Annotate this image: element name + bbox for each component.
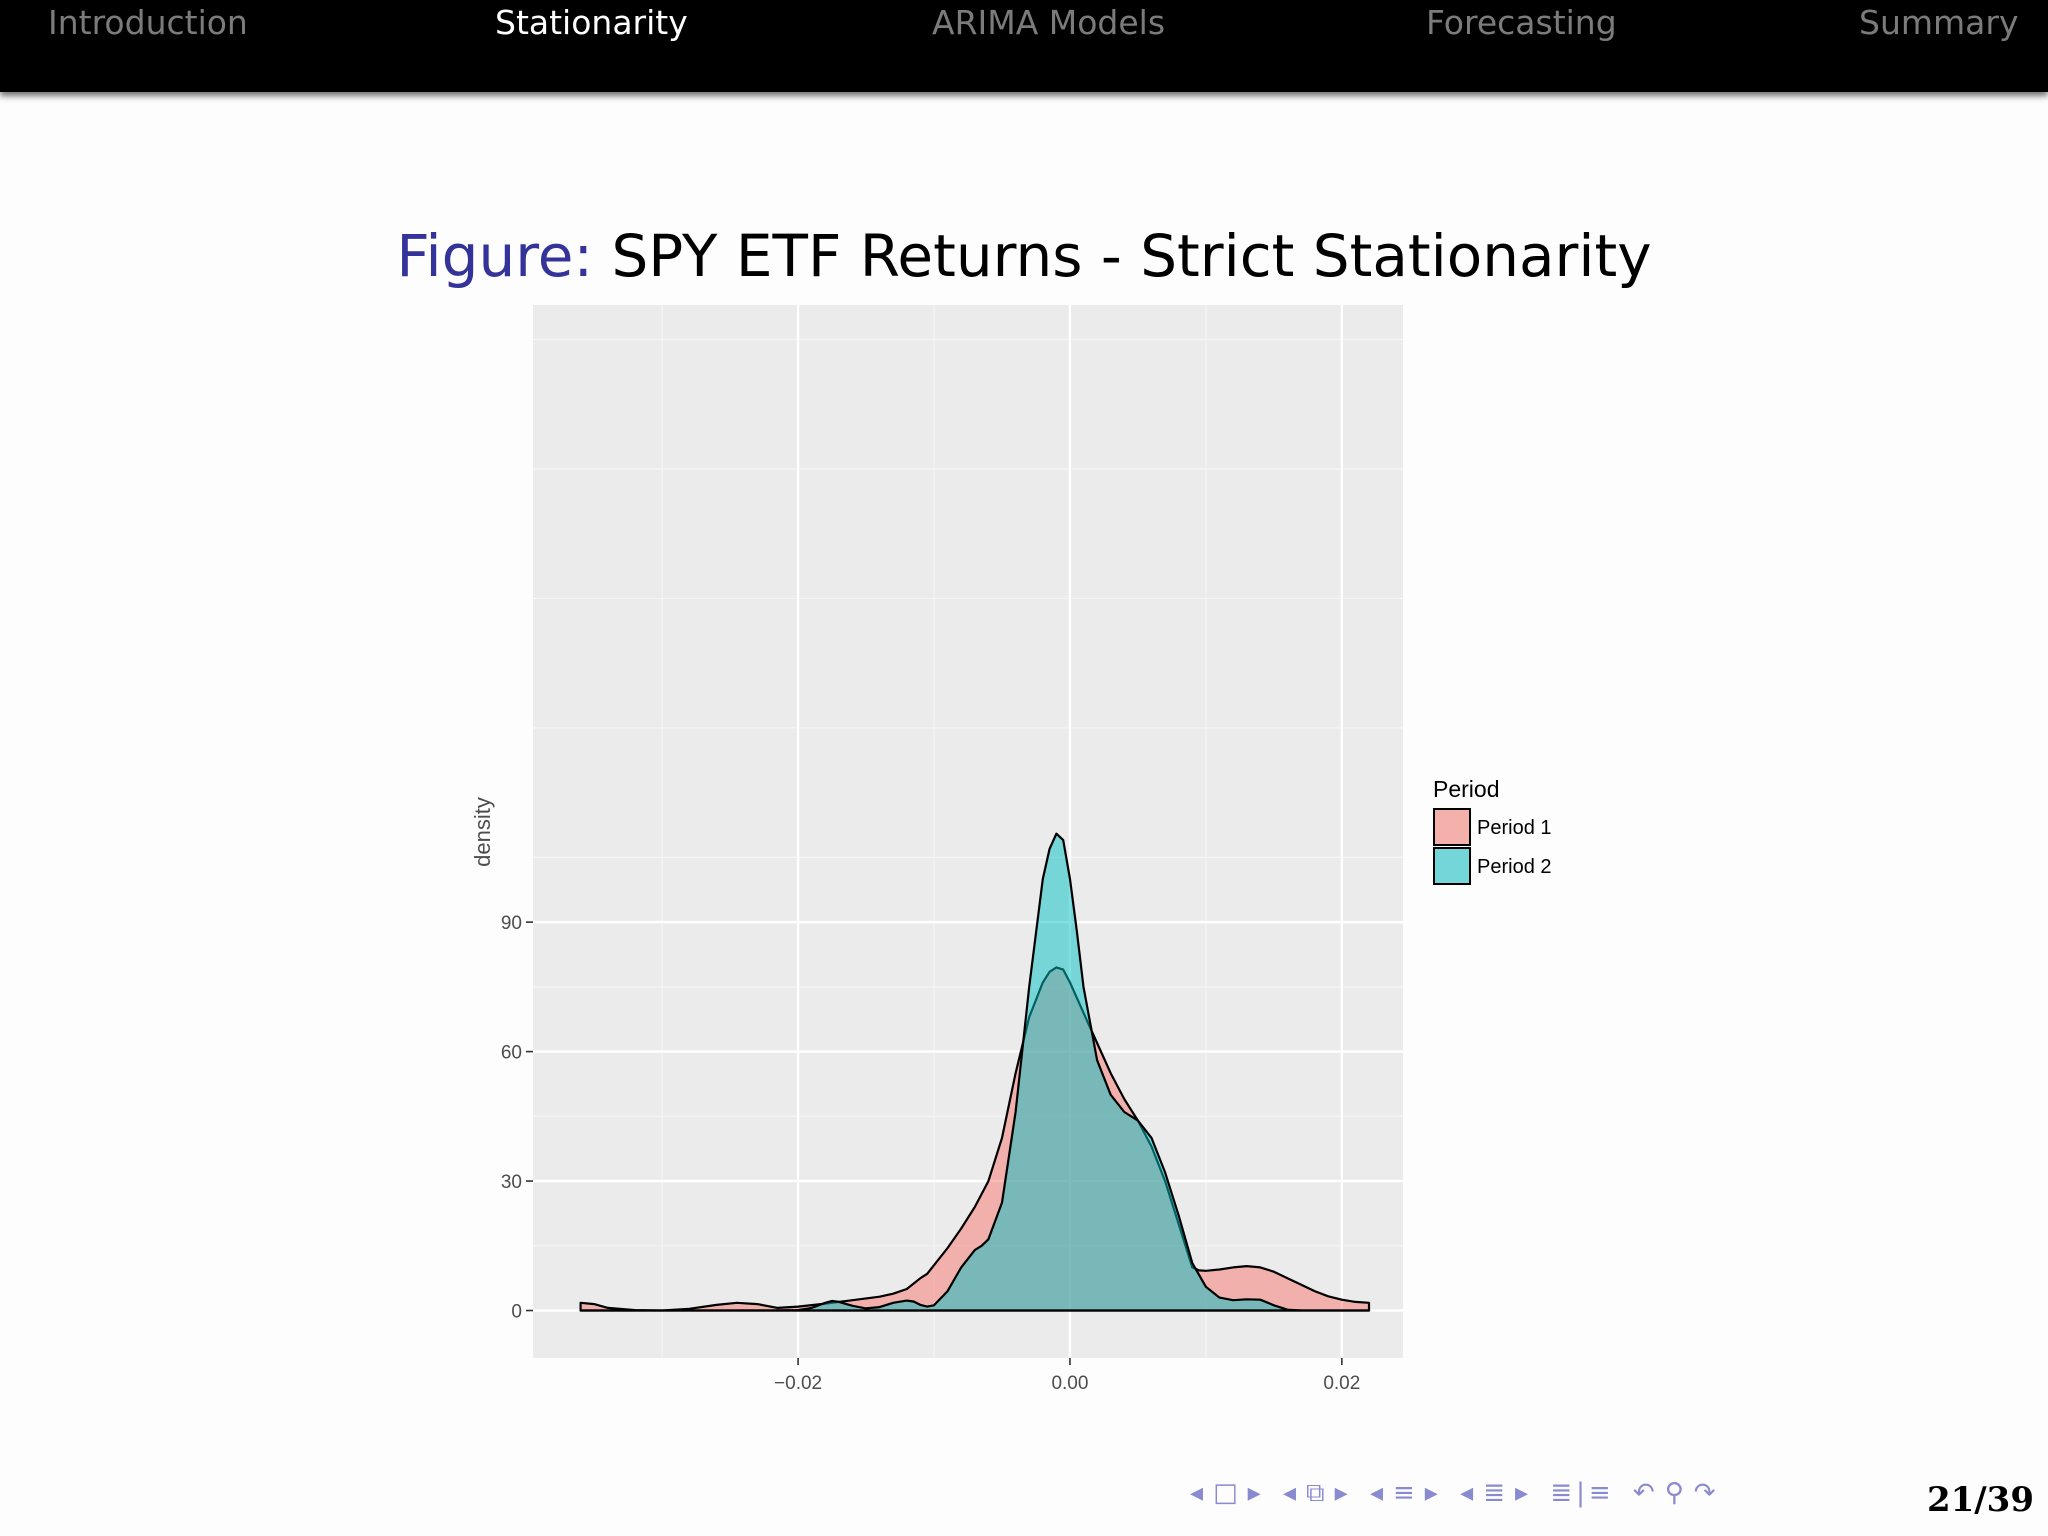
x-tick-label: 0.02 bbox=[1323, 1373, 1360, 1394]
nav-stationarity[interactable]: Stationarity bbox=[495, 3, 688, 42]
arrow-left-icon[interactable]: ◂ bbox=[1282, 1478, 1301, 1508]
arrow-right-icon[interactable]: ▸ bbox=[1424, 1478, 1442, 1508]
legend-key-period-2 bbox=[1433, 847, 1471, 885]
density-areas bbox=[579, 832, 1371, 1312]
page-number: 21/39 bbox=[1926, 1480, 2034, 1520]
frame-icon[interactable]: □ bbox=[1213, 1478, 1242, 1508]
y-tick-label: 90 bbox=[501, 913, 522, 934]
section-icon[interactable]: ⧉ bbox=[1306, 1478, 1329, 1508]
caption-text: SPY ETF Returns - Strict Stationarity bbox=[611, 222, 1652, 290]
nav-forecasting[interactable]: Forecasting bbox=[1426, 3, 1617, 42]
subsection-icon[interactable]: ≡ bbox=[1393, 1478, 1419, 1508]
y-tick-label: 30 bbox=[501, 1172, 522, 1193]
figure-caption: Figure: SPY ETF Returns - Strict Station… bbox=[0, 222, 2048, 290]
arrow-left-icon[interactable]: ◂ bbox=[1190, 1478, 1208, 1508]
redo-icon[interactable]: ↷ bbox=[1693, 1478, 1720, 1508]
y-tick-label: 0 bbox=[511, 1302, 522, 1323]
arrow-left-icon[interactable]: ◂ bbox=[1460, 1478, 1478, 1508]
undo-icon[interactable]: ↶ bbox=[1632, 1478, 1659, 1508]
nav-introduction[interactable]: Introduction bbox=[48, 3, 248, 42]
legend-title: Period bbox=[1433, 776, 1499, 802]
arrow-right-icon[interactable]: ▸ bbox=[1514, 1478, 1533, 1508]
legend-label-period-2: Period 2 bbox=[1477, 856, 1552, 878]
legend: Period Period 1 Period 2 bbox=[1433, 776, 1552, 885]
x-tick-label: −0.02 bbox=[774, 1373, 822, 1394]
density-area-period-2 bbox=[579, 832, 1371, 1312]
nav-arima-models[interactable]: ARIMA Models bbox=[932, 3, 1166, 42]
legend-label-period-1: Period 1 bbox=[1477, 817, 1552, 839]
arrow-left-icon[interactable]: ◂ bbox=[1369, 1478, 1387, 1508]
subsection-icon[interactable]: ≣ bbox=[1483, 1478, 1509, 1508]
y-axis-label: density bbox=[470, 797, 495, 867]
top-navbar: Introduction Stationarity ARIMA Models F… bbox=[0, 0, 2048, 92]
arrow-right-icon[interactable]: ▸ bbox=[1334, 1478, 1352, 1508]
outline-icon[interactable]: ≣|≡ bbox=[1550, 1478, 1615, 1508]
beamer-navigation: ◂ □ ▸ ◂ ⧉ ▸ ◂ ≡ ▸ ◂ ≣ ▸ ≣|≡ ↶ ⚲ ↷ bbox=[1190, 1478, 1726, 1518]
plot-panel bbox=[533, 305, 1403, 1358]
search-icon[interactable]: ⚲ bbox=[1664, 1478, 1688, 1508]
y-tick-label: 60 bbox=[501, 1043, 522, 1064]
legend-key-period-1 bbox=[1433, 808, 1471, 846]
grid-minor bbox=[533, 305, 1403, 1358]
axes: −0.02 0.00 0.02 0 30 60 90 bbox=[501, 913, 1360, 1394]
nav-summary[interactable]: Summary bbox=[1859, 3, 2019, 42]
caption-label: Figure: bbox=[396, 222, 594, 290]
x-tick-label: 0.00 bbox=[1051, 1373, 1088, 1394]
arrow-right-icon[interactable]: ▸ bbox=[1247, 1478, 1265, 1508]
